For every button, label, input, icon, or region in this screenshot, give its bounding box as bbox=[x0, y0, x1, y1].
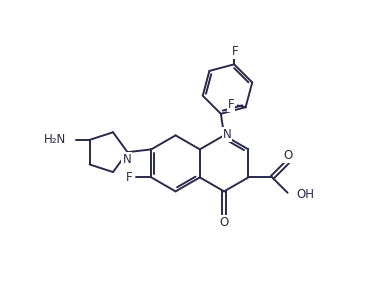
Text: F: F bbox=[126, 171, 132, 184]
Text: F: F bbox=[232, 45, 238, 58]
Text: F: F bbox=[228, 98, 234, 111]
Text: OH: OH bbox=[296, 188, 314, 201]
Text: O: O bbox=[283, 149, 292, 162]
Text: H₂N: H₂N bbox=[44, 133, 66, 146]
Text: O: O bbox=[220, 215, 229, 229]
Text: N: N bbox=[222, 128, 231, 141]
Text: N: N bbox=[122, 152, 131, 165]
